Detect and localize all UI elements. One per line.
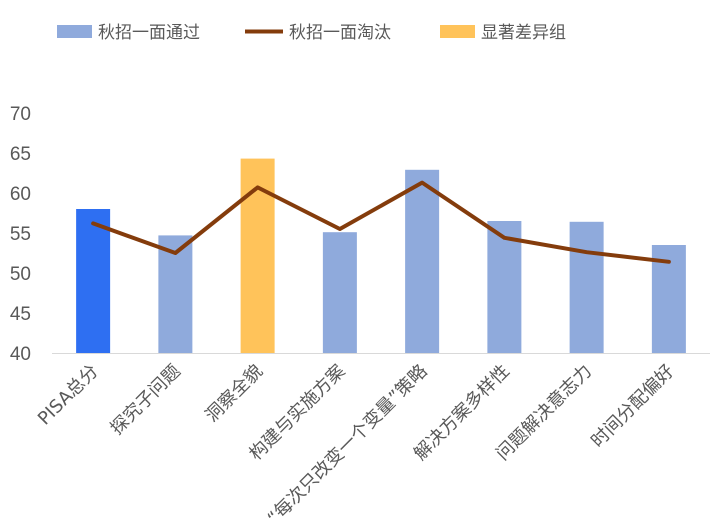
legend-label: 显著差异组 bbox=[481, 23, 566, 43]
bar-series bbox=[76, 158, 686, 353]
line-point bbox=[503, 237, 505, 239]
legend-label: 秋招一面淘汰 bbox=[289, 23, 391, 43]
bar bbox=[76, 209, 111, 353]
x-tick-labels: PISA总分 探究子问题 洞察全貌构建与实施方案“每次只改变一个变量”策略解决方案多… bbox=[34, 361, 679, 525]
x-tick-label: PISA总分 bbox=[34, 361, 103, 430]
x-tick-label: 洞察全貌 bbox=[201, 361, 267, 427]
y-tick-label: 45 bbox=[10, 304, 31, 325]
bar bbox=[569, 221, 604, 353]
y-tick-label: 65 bbox=[10, 144, 31, 165]
line-path bbox=[91, 180, 671, 264]
line-point bbox=[421, 182, 423, 184]
y-tick-label: 60 bbox=[10, 184, 31, 205]
x-tick-label: 时间分配偏好 bbox=[587, 361, 678, 452]
legend-swatch bbox=[440, 25, 475, 38]
line-point bbox=[174, 252, 176, 254]
y-axis: 40 45 50 55 60 65 70 bbox=[10, 104, 31, 365]
bar bbox=[158, 235, 193, 353]
line-point bbox=[92, 222, 94, 224]
legend-item-significant: 显著差异组 bbox=[440, 23, 566, 43]
y-tick-label: 55 bbox=[10, 224, 31, 245]
line-point bbox=[339, 228, 341, 230]
line-point bbox=[668, 261, 670, 263]
bar bbox=[322, 232, 357, 353]
legend-item-pass: 秋招一面通过 bbox=[57, 23, 200, 43]
legend-swatch bbox=[57, 25, 92, 38]
x-tick-label: 探究子问题 bbox=[106, 361, 184, 439]
y-tick-label: 50 bbox=[10, 264, 31, 285]
legend: 秋招一面通过 秋招一面淘汰 显著差异组 bbox=[57, 23, 566, 43]
x-tick-label: “每次只改变一个变量”策略 bbox=[264, 361, 432, 525]
line-point bbox=[257, 186, 259, 188]
y-tick-label: 40 bbox=[10, 344, 31, 365]
bar bbox=[487, 221, 522, 353]
legend-label: 秋招一面通过 bbox=[98, 23, 200, 43]
y-tick-label: 70 bbox=[10, 104, 31, 125]
line-series bbox=[91, 180, 671, 264]
line-point bbox=[586, 251, 588, 253]
bar bbox=[405, 169, 440, 353]
legend-item-fail: 秋招一面淘汰 bbox=[245, 23, 391, 43]
